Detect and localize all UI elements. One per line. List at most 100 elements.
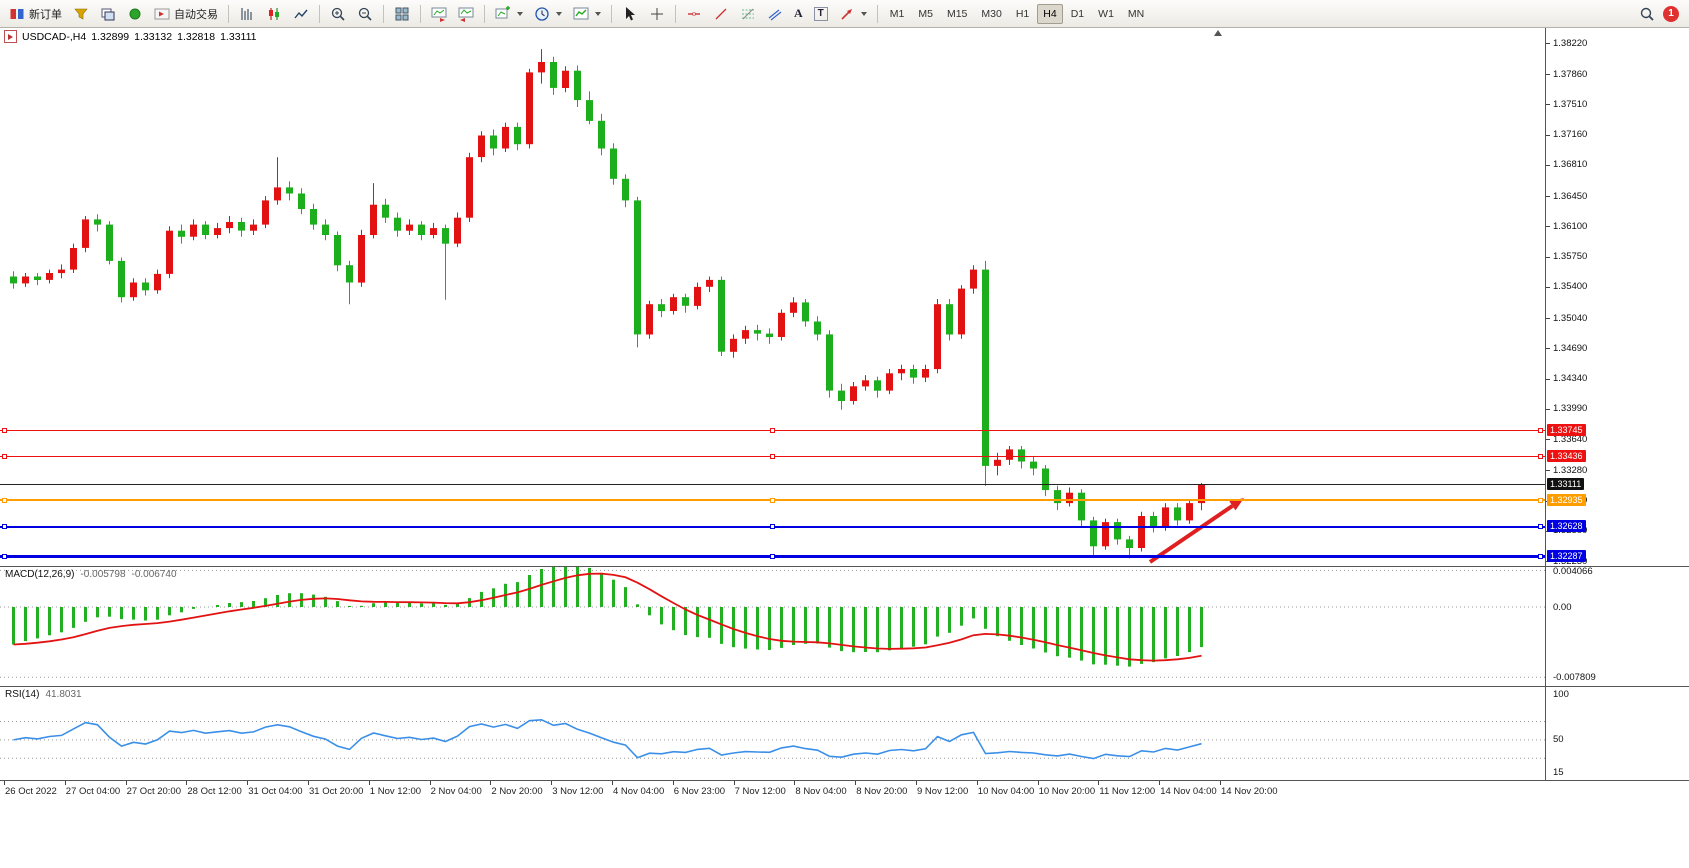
text-tool-icon: A bbox=[794, 6, 803, 20]
macd-main-value: -0.005798 bbox=[80, 569, 126, 580]
macd-axis-label: -0.007809 bbox=[1553, 671, 1596, 683]
timeframe-m1-button[interactable]: M1 bbox=[889, 7, 905, 20]
chart-shift-button[interactable] bbox=[453, 2, 479, 26]
new-order-button[interactable]: 新订单 bbox=[4, 2, 67, 26]
line-handle[interactable] bbox=[2, 524, 7, 530]
line-handle[interactable] bbox=[2, 454, 7, 460]
bar-chart-button[interactable] bbox=[234, 2, 260, 26]
timeframe-d1-button[interactable]: D1 bbox=[1070, 7, 1085, 20]
one-click-trading-toggle[interactable] bbox=[4, 30, 17, 43]
auto-scroll-icon bbox=[431, 7, 447, 22]
gold-funnel-button[interactable] bbox=[68, 2, 94, 26]
zoom-out-icon bbox=[358, 7, 372, 21]
tile-windows-button[interactable] bbox=[389, 2, 415, 26]
overlap-windows-button[interactable] bbox=[95, 2, 121, 26]
new-chart-icon bbox=[495, 5, 510, 18]
price-axis-label: 1.33280 bbox=[1553, 464, 1588, 476]
arrow-tool-icon bbox=[841, 8, 852, 20]
chevron-down-icon bbox=[860, 11, 867, 16]
line-handle[interactable] bbox=[1538, 454, 1543, 460]
price-axis-label: 1.34340 bbox=[1553, 373, 1588, 384]
timeframe-mn-button[interactable]: MN bbox=[1127, 7, 1145, 20]
time-axis-label: 31 Oct 20:00 bbox=[309, 786, 364, 797]
cursor-button[interactable] bbox=[617, 2, 643, 26]
indicators-icon bbox=[573, 7, 589, 19]
rsi-axis-label: 50 bbox=[1553, 734, 1564, 746]
zoom-in-button[interactable] bbox=[325, 2, 351, 26]
timeframe-m5-button[interactable]: M5 bbox=[918, 7, 933, 20]
rsi-axis: 100 50 15 bbox=[1546, 686, 1689, 780]
timeframe-m15-button[interactable]: M15 bbox=[946, 7, 968, 20]
rsi-axis-label: 100 bbox=[1553, 688, 1569, 700]
line-handle[interactable] bbox=[1538, 427, 1543, 433]
line-handle[interactable] bbox=[2, 427, 7, 433]
indicators-button[interactable] bbox=[568, 2, 606, 26]
toolbar-right-group: 1 bbox=[1639, 5, 1685, 22]
ohlc-high-value: 1.33132 bbox=[134, 30, 173, 43]
line-handle[interactable] bbox=[770, 497, 775, 503]
green-dot-icon bbox=[129, 8, 141, 19]
line-handle[interactable] bbox=[2, 497, 7, 503]
crosshair-icon bbox=[651, 7, 663, 20]
candlestick-chart[interactable] bbox=[0, 28, 1545, 566]
time-axis-label: 27 Oct 20:00 bbox=[126, 786, 181, 797]
line-handle[interactable] bbox=[1538, 553, 1543, 559]
zoom-in-icon bbox=[331, 7, 345, 21]
channel-button[interactable] bbox=[762, 2, 788, 26]
tile-windows-icon bbox=[395, 7, 409, 20]
time-axis-label: 26 Oct 2022 bbox=[5, 786, 57, 797]
macd-name: MACD(12,26,9) bbox=[5, 569, 75, 580]
price-tag: 1.33436 bbox=[1547, 450, 1586, 463]
fibonacci-icon bbox=[742, 8, 754, 19]
line-handle[interactable] bbox=[770, 454, 775, 460]
time-axis-label: 10 Nov 04:00 bbox=[977, 786, 1035, 797]
time-axis-label: 28 Oct 12:00 bbox=[187, 786, 242, 797]
trendline-button[interactable] bbox=[708, 2, 734, 26]
time-axis-label: 2 Nov 04:00 bbox=[430, 786, 482, 797]
green-dot-button[interactable] bbox=[122, 2, 148, 26]
time-axis-label: 7 Nov 12:00 bbox=[734, 786, 786, 797]
chevron-down-icon bbox=[517, 11, 523, 16]
arrows-tool-button[interactable] bbox=[834, 2, 872, 26]
timeframe-h4-button[interactable]: H4 bbox=[1037, 3, 1063, 24]
chart-scroll-marker bbox=[1214, 30, 1222, 36]
price-axis-label: 1.38220 bbox=[1553, 37, 1588, 49]
new-chart-button[interactable] bbox=[490, 2, 528, 26]
line-handle[interactable] bbox=[770, 524, 775, 530]
autotrading-button[interactable]: 自动交易 bbox=[149, 2, 223, 26]
time-axis-label: 27 Oct 04:00 bbox=[65, 786, 121, 797]
price-axis: 1.38220 1.37860 1.37510 1.37160 1.36810 1.364… bbox=[1546, 28, 1689, 567]
time-axis-label: 8 Nov 20:00 bbox=[856, 786, 908, 797]
text-tool-button[interactable]: A bbox=[789, 2, 808, 26]
timeframe-w1-button[interactable]: W1 bbox=[1098, 7, 1114, 20]
time-axis-label: 3 Nov 12:00 bbox=[552, 786, 604, 797]
text-label-tool-button[interactable]: T bbox=[809, 2, 833, 26]
candlestick-button[interactable] bbox=[261, 2, 287, 26]
line-handle[interactable] bbox=[1538, 497, 1543, 503]
rsi-name: RSI(14) bbox=[5, 689, 40, 700]
trendline-icon bbox=[715, 8, 727, 19]
fibonacci-button[interactable] bbox=[735, 2, 761, 26]
search-icon[interactable] bbox=[1639, 6, 1655, 22]
timeframe-h1-button[interactable]: H1 bbox=[1015, 7, 1030, 20]
line-chart-button[interactable] bbox=[288, 2, 314, 26]
price-axis-label: 1.35040 bbox=[1553, 312, 1588, 324]
drawn-lines-layer bbox=[0, 28, 1545, 566]
horizontal-line-button[interactable] bbox=[681, 2, 707, 26]
timeframe-m30-button[interactable]: M30 bbox=[981, 7, 1002, 20]
line-handle[interactable] bbox=[770, 427, 775, 433]
price-tag: 1.32935 bbox=[1547, 493, 1586, 506]
price-tag: 1.32287 bbox=[1547, 549, 1586, 562]
time-axis-label: 4 Nov 04:00 bbox=[613, 786, 665, 797]
auto-scroll-button[interactable] bbox=[426, 2, 452, 26]
line-handle[interactable] bbox=[1538, 524, 1543, 530]
timeframes-clock-button[interactable] bbox=[529, 2, 567, 26]
ohlc-open-value: 1.32899 bbox=[91, 30, 130, 43]
line-handle[interactable] bbox=[2, 553, 7, 559]
price-axis-label: 1.35750 bbox=[1553, 251, 1588, 263]
notification-badge[interactable]: 1 bbox=[1663, 5, 1679, 22]
price-axis-label: 1.33990 bbox=[1553, 403, 1588, 415]
crosshair-button[interactable] bbox=[644, 2, 670, 26]
line-handle[interactable] bbox=[770, 553, 775, 559]
zoom-out-button[interactable] bbox=[352, 2, 378, 26]
